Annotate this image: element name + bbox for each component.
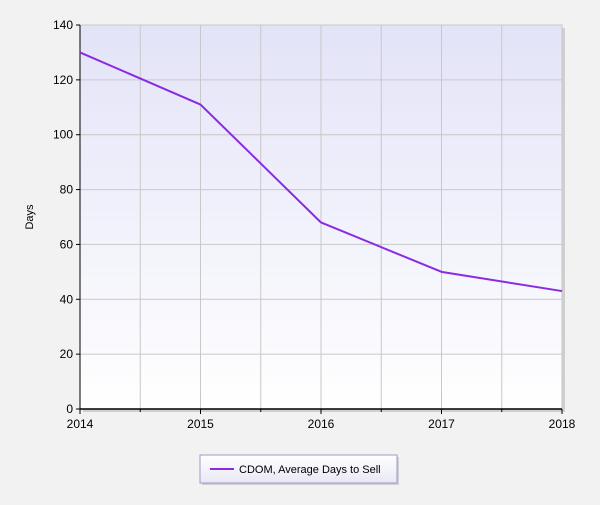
x-tick-label: 2014 [67,417,94,431]
gridlines [80,24,563,409]
legend: CDOM, Average Days to Sell [199,454,399,485]
y-tick-label: 0 [66,402,73,416]
y-tick-label: 100 [53,128,73,142]
y-tick-label: 60 [60,237,74,251]
y-tick-label: 140 [53,18,73,32]
axes [76,24,563,414]
x-tick-label: 2016 [308,417,335,431]
y-tick-label: 80 [60,183,74,197]
series-layer [79,51,563,293]
x-tick-label: 2015 [187,417,214,431]
legend-entry-label: CDOM, Average Days to Sell [239,464,381,476]
x-tick-label: 2017 [428,417,455,431]
y-tick-label: 20 [60,347,74,361]
tick-labels: 0 20 40 60 80 100 120 140 2014 2015 2016 2017 2018 [53,18,576,431]
x-tick-label: 2018 [549,417,576,431]
y-tick-label: 40 [60,292,74,306]
series-line [79,51,563,293]
y-tick-label: 120 [53,73,73,87]
y-axis-label: Days [24,204,36,230]
